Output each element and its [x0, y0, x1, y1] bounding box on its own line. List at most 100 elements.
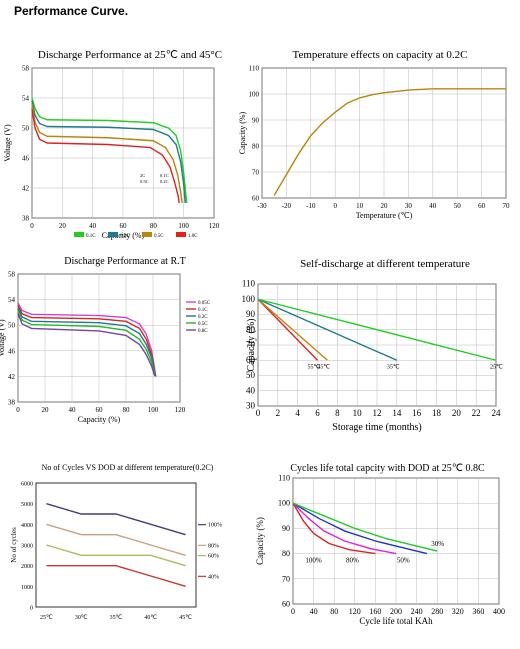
series-line: [292, 502, 397, 555]
page-header: Performance Curve.: [14, 4, 129, 18]
series-line: [17, 307, 157, 377]
x-tick-label: 80: [123, 406, 131, 414]
series-line: [46, 502, 186, 536]
y-tick-label: 90: [252, 117, 260, 125]
series-label: 50%: [397, 557, 410, 565]
y-tick-label: 50: [8, 322, 16, 330]
y-axis-label: Capacity (%): [255, 517, 265, 565]
x-tick-label: 120: [175, 406, 186, 414]
series-line: [31, 100, 186, 204]
legend-label: 0.8C: [198, 329, 208, 334]
legend-label: 1.0C: [188, 234, 198, 239]
legend-swatch: [108, 232, 118, 237]
curve-label: 2C: [140, 173, 145, 178]
y-tick-label: 80: [246, 324, 256, 334]
x-tick-label: 200: [390, 607, 402, 616]
y-tick-label: 50: [246, 370, 256, 380]
series-line: [292, 502, 428, 555]
series-line: [17, 310, 157, 377]
x-tick-label: 360: [472, 607, 484, 616]
chart-title: Temperature effects on capacity at 0.2C: [293, 49, 468, 61]
chart-title: Self-discharge at different temperature: [300, 258, 470, 270]
x-tick-label: 0: [291, 607, 295, 616]
y-tick-label: 40: [246, 385, 256, 395]
y-tick-label: 46: [22, 155, 30, 163]
x-tick-label: 60: [96, 406, 104, 414]
curve-label: 0.5C: [140, 179, 149, 184]
series-label: 35℃: [387, 364, 400, 370]
y-tick-label: 60: [282, 600, 290, 609]
x-tick-label: 10: [353, 408, 363, 418]
legend-label: 0.5C: [198, 322, 208, 327]
x-tick-label: 30: [405, 202, 413, 210]
y-tick-label: 5000: [21, 502, 33, 508]
x-tick-label: 120: [209, 222, 220, 230]
y-tick-label: 30: [246, 401, 256, 411]
x-tick-label: 0: [16, 406, 20, 414]
series-label: 45℃: [317, 364, 330, 370]
x-axis-label: Temperature (℃): [356, 211, 413, 220]
x-tick-label: 0: [256, 408, 261, 418]
y-tick-label: 90: [282, 524, 290, 533]
x-tick-label: 60: [478, 202, 486, 210]
legend-label: 100%: [208, 523, 222, 529]
x-tick-label: 35℃: [110, 615, 123, 621]
series-label: 100%: [305, 557, 322, 565]
x-axis-label: Capacity (%): [78, 415, 121, 424]
x-tick-label: 160: [369, 607, 381, 616]
legend-label: 0.5C: [154, 234, 164, 239]
legend-label: 0.1C: [198, 308, 208, 313]
chart-temperature-capacity: Temperature effects on capacity at 0.2C 6…: [238, 49, 510, 220]
chart-discharge-25-45: Discharge Performance at 25℃ and 45°C 38 4…: [3, 49, 222, 240]
series-line: [31, 109, 180, 204]
series-line: [292, 502, 376, 555]
curve-label: 0.1C: [160, 173, 169, 178]
series-line: [31, 97, 188, 204]
legend-label: 0.1C: [86, 234, 96, 239]
y-tick-label: 2000: [21, 564, 33, 570]
y-tick-label: 100: [249, 91, 260, 99]
x-tick-label: 20: [42, 406, 50, 414]
legend-label: 0.2C: [120, 234, 130, 239]
x-tick-label: 20: [452, 408, 462, 418]
series-line: [257, 298, 328, 361]
x-tick-label: 30℃: [75, 615, 88, 621]
y-tick-label: 58: [8, 271, 16, 279]
y-tick-label: 54: [8, 296, 16, 304]
legend-swatch: [176, 232, 186, 237]
y-tick-label: 70: [282, 574, 290, 583]
y-tick-label: 1000: [21, 585, 33, 591]
y-axis-label: Capacity (%): [246, 318, 257, 371]
y-tick-label: 50: [22, 125, 30, 133]
x-tick-label: 280: [431, 607, 443, 616]
x-tick-label: 24: [492, 408, 502, 418]
legend-swatch: [74, 232, 84, 237]
y-tick-label: 42: [22, 185, 30, 193]
x-tick-label: 22: [472, 408, 481, 418]
series-line: [17, 302, 157, 377]
legend-label: 40%: [208, 574, 219, 580]
x-tick-label: 40℃: [144, 615, 157, 621]
x-tick-label: 8: [335, 408, 340, 418]
y-tick-label: 0: [30, 606, 33, 612]
x-tick-label: 100: [178, 222, 189, 230]
y-axis-label: Capacity (%): [238, 111, 247, 154]
series-label: 55℃: [308, 364, 321, 370]
series-line: [257, 298, 497, 361]
legend-label: 0.2C: [198, 315, 208, 320]
y-axis-label: No of cycles: [10, 527, 18, 563]
y-tick-label: 38: [22, 215, 30, 223]
x-tick-label: 25℃: [40, 615, 53, 621]
x-axis-label: Cycle life total KAh: [359, 616, 433, 626]
chart-title: Cycles life total capcity with DOD at 25…: [290, 463, 485, 474]
chart-title: Discharge Performance at R.T: [64, 256, 185, 267]
chart-title: Discharge Performance at 25℃ and 45°C: [38, 49, 222, 61]
x-axis-label: Storage time (months): [332, 422, 421, 433]
legend-label: 80%: [208, 543, 219, 549]
y-tick-label: 80: [252, 143, 260, 151]
x-tick-label: 0: [30, 222, 34, 230]
chart-title: No of Cycles VS DOD at different tempera…: [42, 463, 214, 472]
x-tick-label: -20: [282, 202, 292, 210]
y-tick-label: 70: [246, 340, 256, 350]
series-line: [46, 564, 186, 588]
